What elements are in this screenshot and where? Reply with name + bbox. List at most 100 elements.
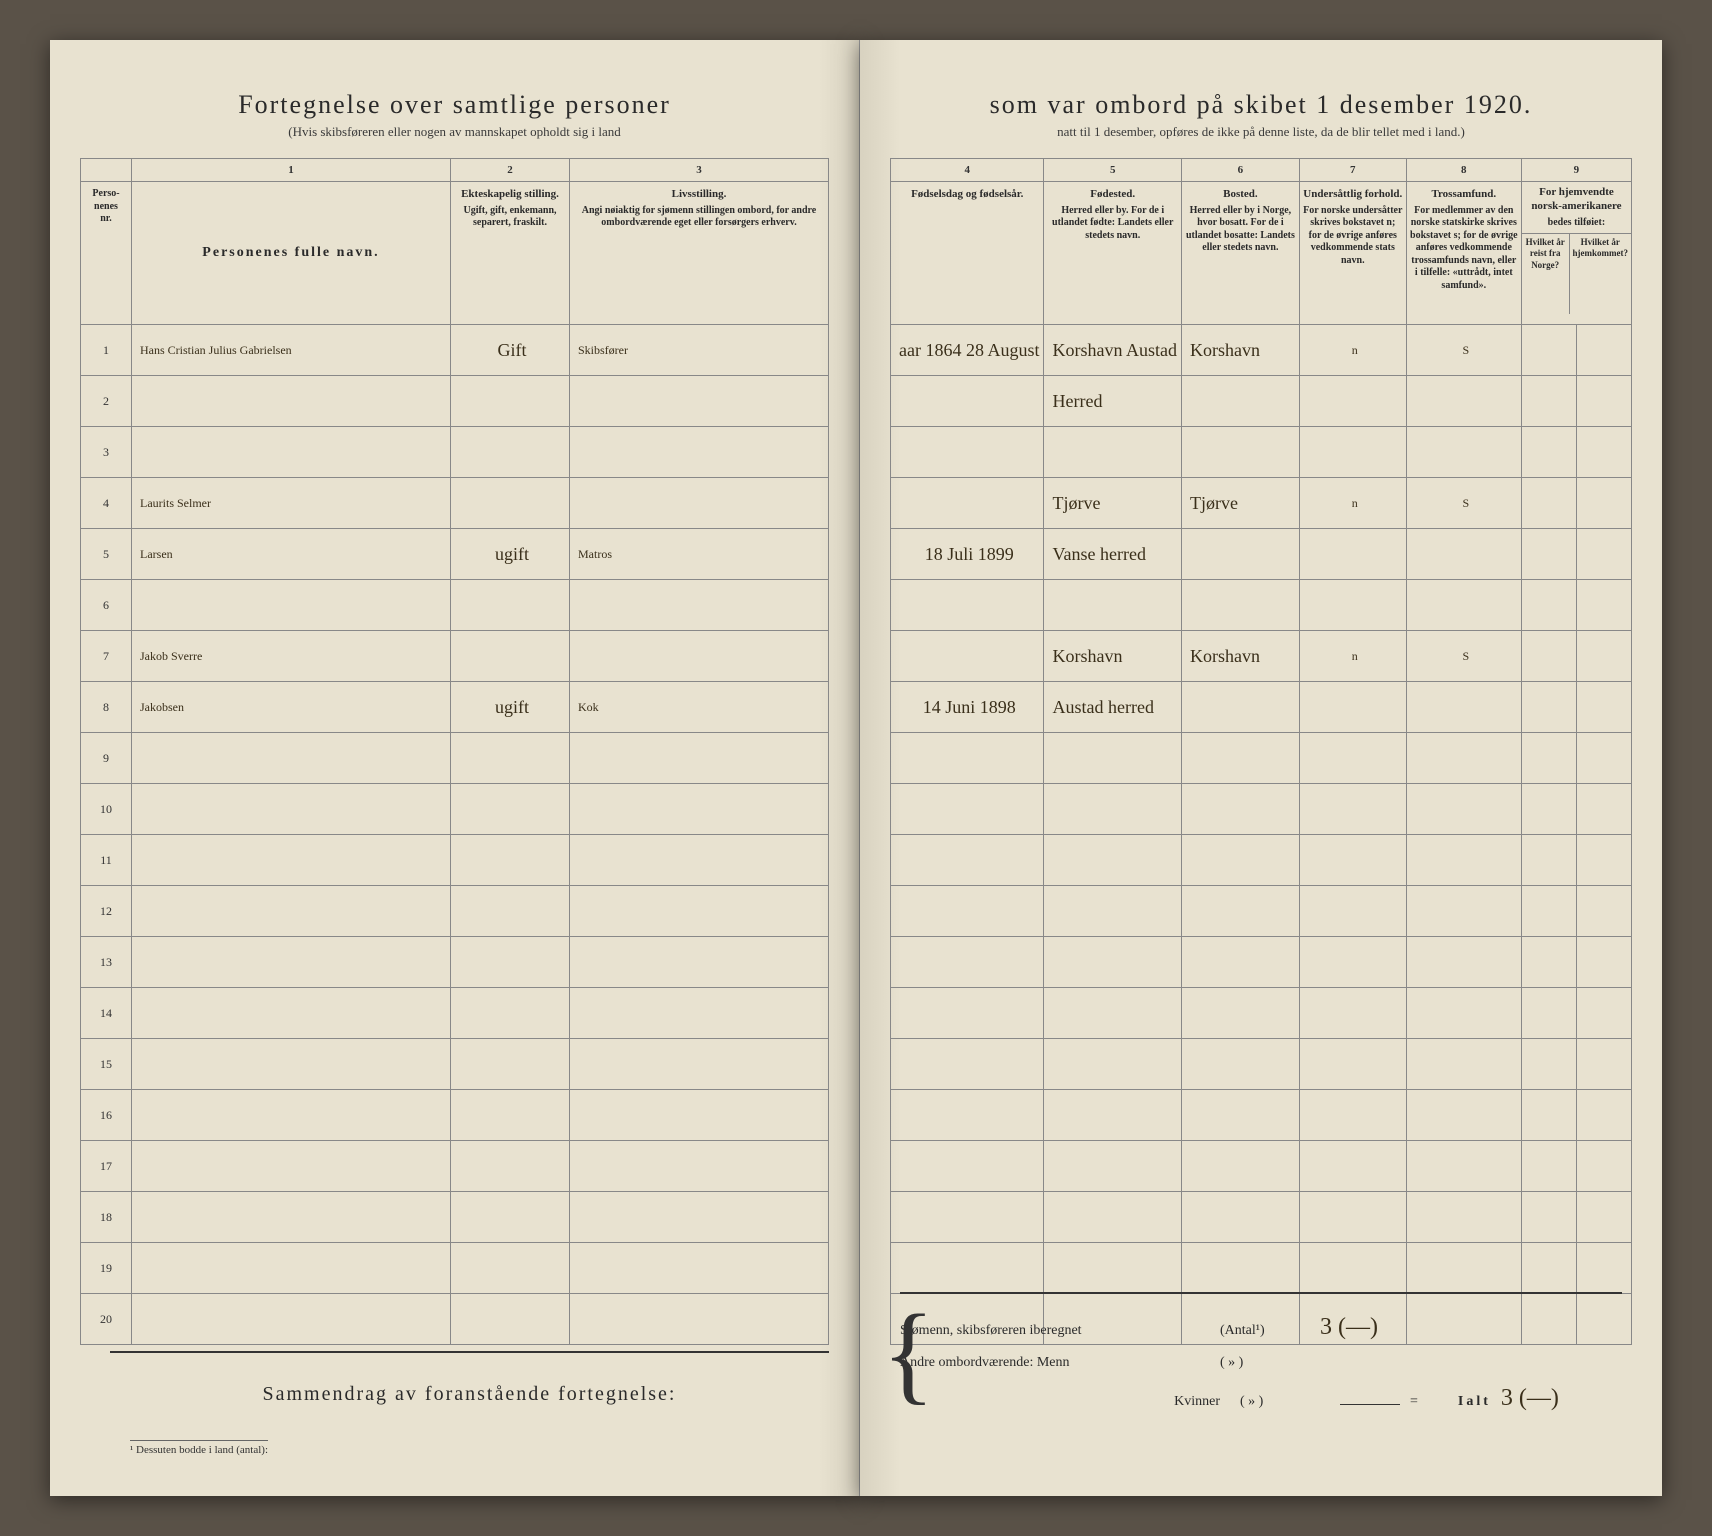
cell-returned [1576, 1039, 1631, 1090]
left-page: Fortegnelse over samtlige personer (Hvis… [50, 40, 860, 1496]
table-row: 4Laurits Selmer [81, 478, 829, 529]
cell-name [132, 427, 451, 478]
cell-residence [1181, 682, 1299, 733]
cell-name [132, 1294, 451, 1345]
row-number: 18 [81, 1192, 132, 1243]
cell-nationality [1299, 1243, 1406, 1294]
cell-returned [1576, 478, 1631, 529]
cell-emigrated [1521, 886, 1576, 937]
cell-religion [1406, 1243, 1521, 1294]
table-row: 2 [81, 376, 829, 427]
table-row: 11 [81, 835, 829, 886]
cell-dob [891, 1090, 1044, 1141]
cell-occupation [570, 733, 829, 784]
cell-dob [891, 784, 1044, 835]
cell-nationality [1299, 835, 1406, 886]
row-number: 10 [81, 784, 132, 835]
table-row: 20 [81, 1294, 829, 1345]
table-row: 16 [81, 1090, 829, 1141]
col-header-nr: Perso- nenes nr. [81, 182, 132, 325]
cell-emigrated [1521, 376, 1576, 427]
cell-occupation: Skibsfører [570, 325, 829, 376]
cell-nationality [1299, 682, 1406, 733]
cell-emigrated [1521, 427, 1576, 478]
table-row: 10 [81, 784, 829, 835]
cell-returned [1576, 988, 1631, 1039]
table-row: 8JakobsenugiftKok [81, 682, 829, 733]
cell-occupation [570, 937, 829, 988]
register-table-right: 4 5 6 7 8 9 Fødselsdag og fødselsår. Fød… [890, 158, 1632, 1345]
cell-returned [1576, 886, 1631, 937]
cell-birthplace: Tjørve [1044, 478, 1182, 529]
table-row: 12 [81, 886, 829, 937]
cell-marital [451, 988, 570, 1039]
cell-residence [1181, 784, 1299, 835]
cell-religion: S [1406, 631, 1521, 682]
cell-residence [1181, 427, 1299, 478]
cell-dob [891, 1141, 1044, 1192]
row-number: 15 [81, 1039, 132, 1090]
cell-residence [1181, 1141, 1299, 1192]
cell-nationality [1299, 1039, 1406, 1090]
row-number: 5 [81, 529, 132, 580]
table-row: 18 Juli 1899Vanse herred [891, 529, 1632, 580]
cell-marital [451, 886, 570, 937]
cell-name: Jakob Sverre [132, 631, 451, 682]
table-row: 18 [81, 1192, 829, 1243]
cell-religion [1406, 835, 1521, 886]
cell-returned [1576, 529, 1631, 580]
row-number: 6 [81, 580, 132, 631]
cell-dob: aar 1864 28 August [891, 325, 1044, 376]
cell-name: Laurits Selmer [132, 478, 451, 529]
cell-marital [451, 427, 570, 478]
cell-name: Larsen [132, 529, 451, 580]
table-row: 19 [81, 1243, 829, 1294]
cell-occupation [570, 1141, 829, 1192]
cell-emigrated [1521, 325, 1576, 376]
cell-returned [1576, 835, 1631, 886]
cell-occupation: Kok [570, 682, 829, 733]
cell-birthplace [1044, 784, 1182, 835]
cell-residence [1181, 376, 1299, 427]
cell-residence [1181, 1090, 1299, 1141]
table-row [891, 1039, 1632, 1090]
cell-birthplace [1044, 427, 1182, 478]
cell-residence [1181, 1243, 1299, 1294]
cell-marital: ugift [451, 529, 570, 580]
register-table-left: 1 2 3 Perso- nenes nr. Personenes fulle … [80, 158, 829, 1345]
title-right: som var ombord på skibet 1 desember 1920… [890, 90, 1632, 120]
cell-birthplace [1044, 988, 1182, 1039]
table-row: 3 [81, 427, 829, 478]
cell-emigrated [1521, 478, 1576, 529]
col-header-birthplace: Fødested.Herred eller by. For de i utlan… [1044, 182, 1182, 325]
cell-birthplace [1044, 835, 1182, 886]
cell-marital [451, 478, 570, 529]
table-row [891, 886, 1632, 937]
cell-religion [1406, 1090, 1521, 1141]
cell-dob [891, 1243, 1044, 1294]
row-number: 19 [81, 1243, 132, 1294]
col-num-row: 1 2 3 [81, 159, 829, 182]
cell-religion [1406, 784, 1521, 835]
cell-birthplace [1044, 1192, 1182, 1243]
table-row: 1Hans Cristian Julius GabrielsenGiftSkib… [81, 325, 829, 376]
cell-dob [891, 376, 1044, 427]
col-header-name: Personenes fulle navn. [132, 182, 451, 325]
cell-emigrated [1521, 1192, 1576, 1243]
cell-name [132, 376, 451, 427]
cell-dob [891, 1192, 1044, 1243]
table-row: 13 [81, 937, 829, 988]
cell-occupation [570, 835, 829, 886]
cell-marital [451, 1243, 570, 1294]
cell-emigrated [1521, 937, 1576, 988]
cell-name [132, 580, 451, 631]
cell-birthplace [1044, 1039, 1182, 1090]
cell-returned [1576, 937, 1631, 988]
cell-occupation [570, 1039, 829, 1090]
cell-returned [1576, 1192, 1631, 1243]
cell-marital: ugift [451, 682, 570, 733]
cell-marital [451, 1192, 570, 1243]
row-number: 17 [81, 1141, 132, 1192]
cell-name: Jakobsen [132, 682, 451, 733]
cell-occupation [570, 886, 829, 937]
